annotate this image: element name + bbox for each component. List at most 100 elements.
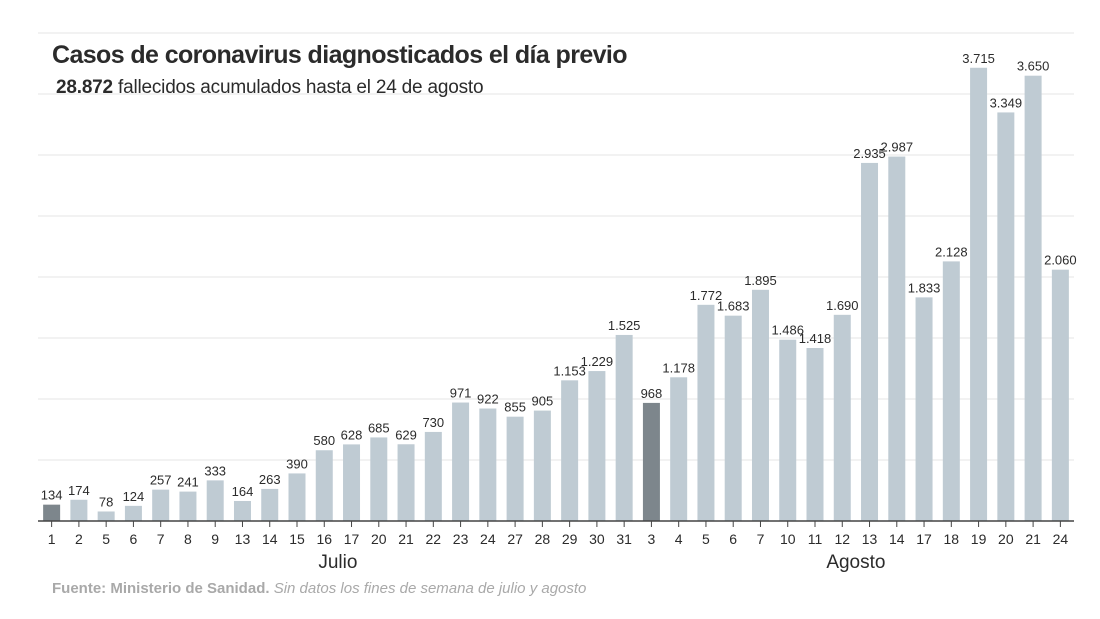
value-label: 3.650: [1017, 59, 1050, 74]
value-label: 1.178: [662, 360, 695, 375]
x-tick-label: 2: [75, 531, 83, 547]
bar: [288, 473, 306, 521]
x-tick-label: 17: [344, 531, 360, 547]
x-tick-label: 13: [235, 531, 251, 547]
bar: [861, 162, 879, 521]
bar: [697, 304, 715, 521]
bar: [43, 504, 61, 521]
value-label: 628: [341, 427, 363, 442]
x-tick-label: 3: [648, 531, 656, 547]
value-label: 968: [641, 386, 663, 401]
value-label: 263: [259, 472, 281, 487]
x-tick-label: 14: [889, 531, 905, 547]
value-label: 390: [286, 456, 308, 471]
x-tick-label: 29: [562, 531, 578, 547]
value-label: 922: [477, 392, 499, 407]
x-tick-label: 9: [211, 531, 219, 547]
value-label: 1.486: [771, 323, 804, 338]
x-tick-label: 7: [757, 531, 765, 547]
month-label: Julio: [318, 552, 358, 573]
x-tick-label: 19: [971, 531, 987, 547]
value-label: 333: [204, 463, 226, 478]
x-tick-label: 4: [675, 531, 683, 547]
value-label: 134: [41, 488, 63, 503]
note-text: Sin datos los fines de semana de julio y…: [273, 580, 587, 597]
value-label: 971: [450, 386, 472, 401]
value-label: 257: [150, 473, 172, 488]
bar: [370, 437, 388, 521]
x-tick-label: 27: [507, 531, 523, 547]
bar: [506, 416, 524, 521]
value-label: 1.683: [717, 299, 750, 314]
value-label: 241: [177, 475, 199, 490]
deaths-total: 28.872: [56, 77, 113, 98]
x-tick-label: 6: [729, 531, 737, 547]
bar: [670, 377, 688, 521]
bar: [615, 334, 633, 521]
bar: [179, 491, 197, 521]
value-label: 1.153: [553, 363, 586, 378]
x-tick-label: 21: [398, 531, 414, 547]
x-ticks: [51, 521, 1061, 527]
value-label: 1.772: [690, 288, 723, 303]
value-label: 2.935: [853, 146, 886, 161]
bar: [588, 371, 606, 521]
bar: [779, 339, 797, 521]
bar: [915, 297, 933, 521]
value-label: 164: [232, 484, 254, 499]
bar: [888, 156, 906, 521]
source-label: Fuente: Ministerio de Sanidad.: [52, 580, 270, 597]
value-label: 3.715: [962, 51, 995, 66]
value-label: 855: [504, 400, 526, 415]
x-tick-label: 16: [316, 531, 332, 547]
bar: [397, 444, 415, 521]
bar: [124, 505, 142, 521]
bar: [233, 500, 251, 521]
value-label: 685: [368, 420, 390, 435]
value-label: 1.690: [826, 298, 859, 313]
bar: [1024, 75, 1042, 521]
bar: [479, 408, 497, 521]
bar: [343, 444, 361, 521]
value-label: 78: [99, 494, 113, 509]
x-tick-label: 6: [130, 531, 138, 547]
x-tick-label: 17: [916, 531, 932, 547]
bar: [751, 289, 769, 521]
value-label: 2.987: [881, 140, 914, 155]
x-tick-label: 12: [834, 531, 850, 547]
x-tick-label: 10: [780, 531, 796, 547]
x-tick-label: 24: [480, 531, 496, 547]
value-label: 1.418: [799, 331, 832, 346]
x-tick-label: 5: [102, 531, 110, 547]
value-labels: 134 174 78 124 257 241 333 164 263 390 580 628 685 62…: [41, 51, 1077, 510]
bar: [561, 380, 579, 521]
x-tick-label: 22: [426, 531, 442, 547]
source-note: Fuente: Ministerio de Sanidad. Sin datos…: [52, 580, 586, 597]
month-label: Agosto: [826, 552, 886, 573]
bar: [833, 314, 851, 521]
bar: [97, 511, 115, 521]
bar: [424, 431, 442, 521]
value-label: 1.525: [608, 318, 641, 333]
x-tick-label: 11: [808, 531, 823, 547]
bar: [315, 450, 333, 521]
x-tick-label: 1: [48, 531, 56, 547]
bar: [642, 402, 660, 521]
value-label: 1.895: [744, 273, 777, 288]
bar: [70, 499, 88, 521]
bars: [43, 67, 1069, 522]
x-tick-label: 28: [535, 531, 551, 547]
x-tick-label: 31: [616, 531, 632, 547]
x-tick-label: 14: [262, 531, 278, 547]
subtitle-text: fallecidos acumulados hasta el 24 de ago…: [118, 77, 484, 98]
value-label: 580: [313, 433, 335, 448]
x-tick-labels: 1 2 5 6 7 8 9 13 14 15 16 17 20 21 22 23 24 27 28 29 30 31 3 4 5…: [48, 531, 1069, 547]
bar: [942, 261, 960, 521]
x-tick-label: 20: [371, 531, 387, 547]
x-tick-label: 7: [157, 531, 165, 547]
bar: [724, 315, 742, 521]
chart-title: Casos de coronavirus diagnosticados el d…: [52, 41, 628, 69]
bar: [206, 480, 224, 521]
x-tick-label: 18: [944, 531, 960, 547]
